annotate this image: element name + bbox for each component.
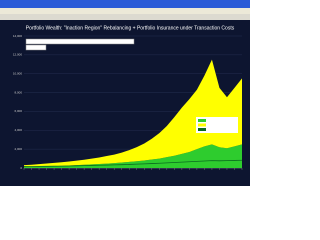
dropdown[interactable] (25, 38, 135, 45)
title-bar (0, 0, 250, 8)
y-tick-label: 0 (20, 166, 22, 170)
legend-swatch (198, 119, 206, 122)
screen: 02,0004,0006,0008,00010,00012,00014,000 … (0, 0, 250, 186)
legend (196, 117, 238, 133)
legend-swatch (198, 123, 206, 127)
y-tick-label: 2,000 (14, 147, 22, 151)
y-tick-label: 10,000 (13, 72, 23, 76)
toolbar (0, 14, 250, 20)
area (24, 59, 242, 168)
y-tick-label: 8,000 (14, 90, 22, 94)
y-tick-label: 4,000 (14, 128, 22, 132)
y-tick-label: 14,000 (13, 34, 23, 38)
legend-swatch (198, 128, 206, 131)
dropdown[interactable] (25, 44, 47, 51)
menu-bar (0, 8, 250, 14)
y-tick-label: 6,000 (14, 109, 22, 113)
line (23, 159, 243, 167)
y-tick-label: 12,000 (13, 53, 23, 57)
chart-title: Portfolio Wealth: "Inaction Region" Reba… (26, 25, 235, 31)
